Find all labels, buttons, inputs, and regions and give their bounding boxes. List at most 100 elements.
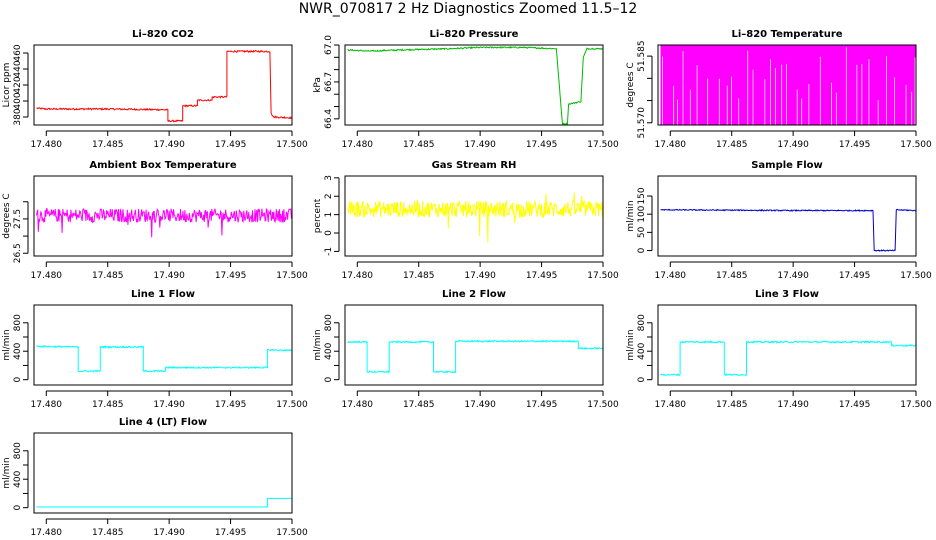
x-tick-label: 17.495 [215, 528, 247, 538]
x-tick-label: 17.495 [215, 400, 247, 410]
chart-title: Li–820 Pressure [430, 29, 519, 40]
y-tick-label: 66.7 [324, 72, 334, 92]
x-axis: 17.480 17.485 17.490 17.495 17.500 [342, 261, 619, 281]
series-group [36, 497, 292, 508]
chart-panel: Line 2 Flow 17.480 17.485 17.490 17.495 17.50… [313, 289, 619, 410]
x-tick-label: 17.490 [777, 400, 809, 410]
plot-frame [33, 304, 293, 386]
y-tick-label: 2 [324, 193, 334, 199]
y-tick-label: 100 [637, 205, 647, 222]
y-axis-label: kPa [313, 77, 323, 93]
x-tick-label: 17.485 [403, 140, 435, 150]
series-line [347, 45, 603, 125]
y-tick-label: 0 [13, 505, 23, 511]
y-tick-label: 800 [637, 314, 647, 331]
y-tick-label: 150 [637, 187, 647, 204]
chart-panel: Ambient Box Temperature 17.480 17.485 17.49… [2, 160, 308, 281]
x-tick-label: 17.495 [839, 140, 871, 150]
y-tick-label: 380 [13, 108, 23, 125]
x-axis: 17.480 17.485 17.490 17.495 17.500 [342, 390, 619, 410]
plot-frame [344, 44, 604, 126]
series-group [36, 49, 292, 123]
chart-title: Line 3 Flow [755, 289, 819, 300]
x-tick-label: 17.500 [276, 400, 308, 410]
x-tick-label: 17.485 [92, 528, 124, 538]
y-axis-label: ml/min [2, 329, 12, 360]
x-tick-label: 17.500 [276, 271, 308, 281]
x-tick-label: 17.480 [31, 400, 63, 410]
x-tick-label: 17.500 [276, 140, 308, 150]
x-tick-label: 17.495 [215, 271, 247, 281]
x-tick-label: 17.485 [403, 400, 435, 410]
x-tick-label: 17.480 [31, 528, 63, 538]
y-tick-label: 420 [13, 76, 23, 93]
y-tick-label: 400 [13, 92, 23, 109]
y-tick-label: 51.585 [637, 40, 647, 72]
series-line [36, 207, 292, 238]
chart-title: Line 4 (LT) Flow [119, 417, 207, 428]
x-tick-label: 17.490 [777, 140, 809, 150]
x-tick-label: 17.485 [716, 140, 748, 150]
series-line [347, 192, 603, 243]
series-group [36, 207, 292, 238]
x-tick-label: 17.485 [716, 271, 748, 281]
y-axis-label: Licor ppm [2, 63, 12, 108]
x-tick-label: 17.500 [276, 528, 308, 538]
series-group [347, 192, 603, 243]
chart-title: Li–820 CO2 [132, 29, 194, 40]
y-axis: 66.4 66.7 67.0 [324, 35, 340, 129]
y-tick-label: 0 [637, 377, 647, 383]
y-tick-label: 50 [637, 226, 647, 238]
series-line [660, 208, 916, 252]
plot-frame [344, 304, 604, 386]
y-axis: 0 400 800 [324, 314, 340, 383]
chart-title: Ambient Box Temperature [89, 160, 236, 171]
plot-frame [657, 44, 917, 126]
x-tick-label: 17.495 [215, 140, 247, 150]
x-tick-label: 17.485 [92, 400, 124, 410]
series-line [347, 339, 603, 374]
chart-title: Gas Stream RH [432, 160, 517, 171]
figure-title: NWR_070817 2 Hz Diagnostics Zoomed 11.5–… [298, 1, 638, 17]
y-tick-label: 27.5 [13, 209, 23, 229]
series-group [660, 340, 916, 377]
x-tick-label: 17.495 [839, 271, 871, 281]
x-tick-label: 17.490 [777, 271, 809, 281]
x-axis: 17.480 17.485 17.490 17.495 17.500 [31, 130, 308, 150]
y-axis-label: ml/min [626, 329, 636, 360]
series-line [36, 497, 292, 508]
y-axis-label: percent [313, 198, 323, 233]
chart-panel: Line 3 Flow 17.480 17.485 17.490 17.495 17.50… [626, 289, 932, 410]
x-tick-label: 17.495 [526, 140, 558, 150]
plot-frame [344, 175, 604, 257]
y-tick-label: 67.0 [324, 35, 334, 55]
x-axis: 17.480 17.485 17.490 17.495 17.500 [31, 518, 308, 538]
x-tick-label: 17.480 [342, 400, 374, 410]
x-tick-label: 17.500 [587, 140, 619, 150]
y-axis: -1 0 1 2 3 [324, 175, 340, 256]
x-tick-label: 17.480 [342, 140, 374, 150]
x-tick-label: 17.480 [655, 271, 687, 281]
x-tick-label: 17.480 [31, 271, 63, 281]
y-tick-label: 26.5 [13, 243, 23, 263]
x-axis: 17.480 17.485 17.490 17.495 17.500 [31, 390, 308, 410]
x-tick-label: 17.480 [342, 271, 374, 281]
series-group [660, 45, 916, 125]
y-tick-label: 800 [13, 442, 23, 459]
chart-title: Li–820 Temperature [731, 29, 842, 40]
series-group [347, 45, 603, 125]
series-group [36, 344, 292, 373]
x-tick-label: 17.480 [655, 140, 687, 150]
chart-title: Line 1 Flow [131, 289, 195, 300]
x-tick-label: 17.500 [900, 271, 932, 281]
x-tick-label: 17.485 [92, 140, 124, 150]
x-tick-label: 17.485 [92, 271, 124, 281]
y-axis-label: degrees C [2, 193, 12, 238]
x-tick-label: 17.490 [153, 140, 185, 150]
x-tick-label: 17.490 [153, 400, 185, 410]
plot-frame [33, 44, 293, 126]
